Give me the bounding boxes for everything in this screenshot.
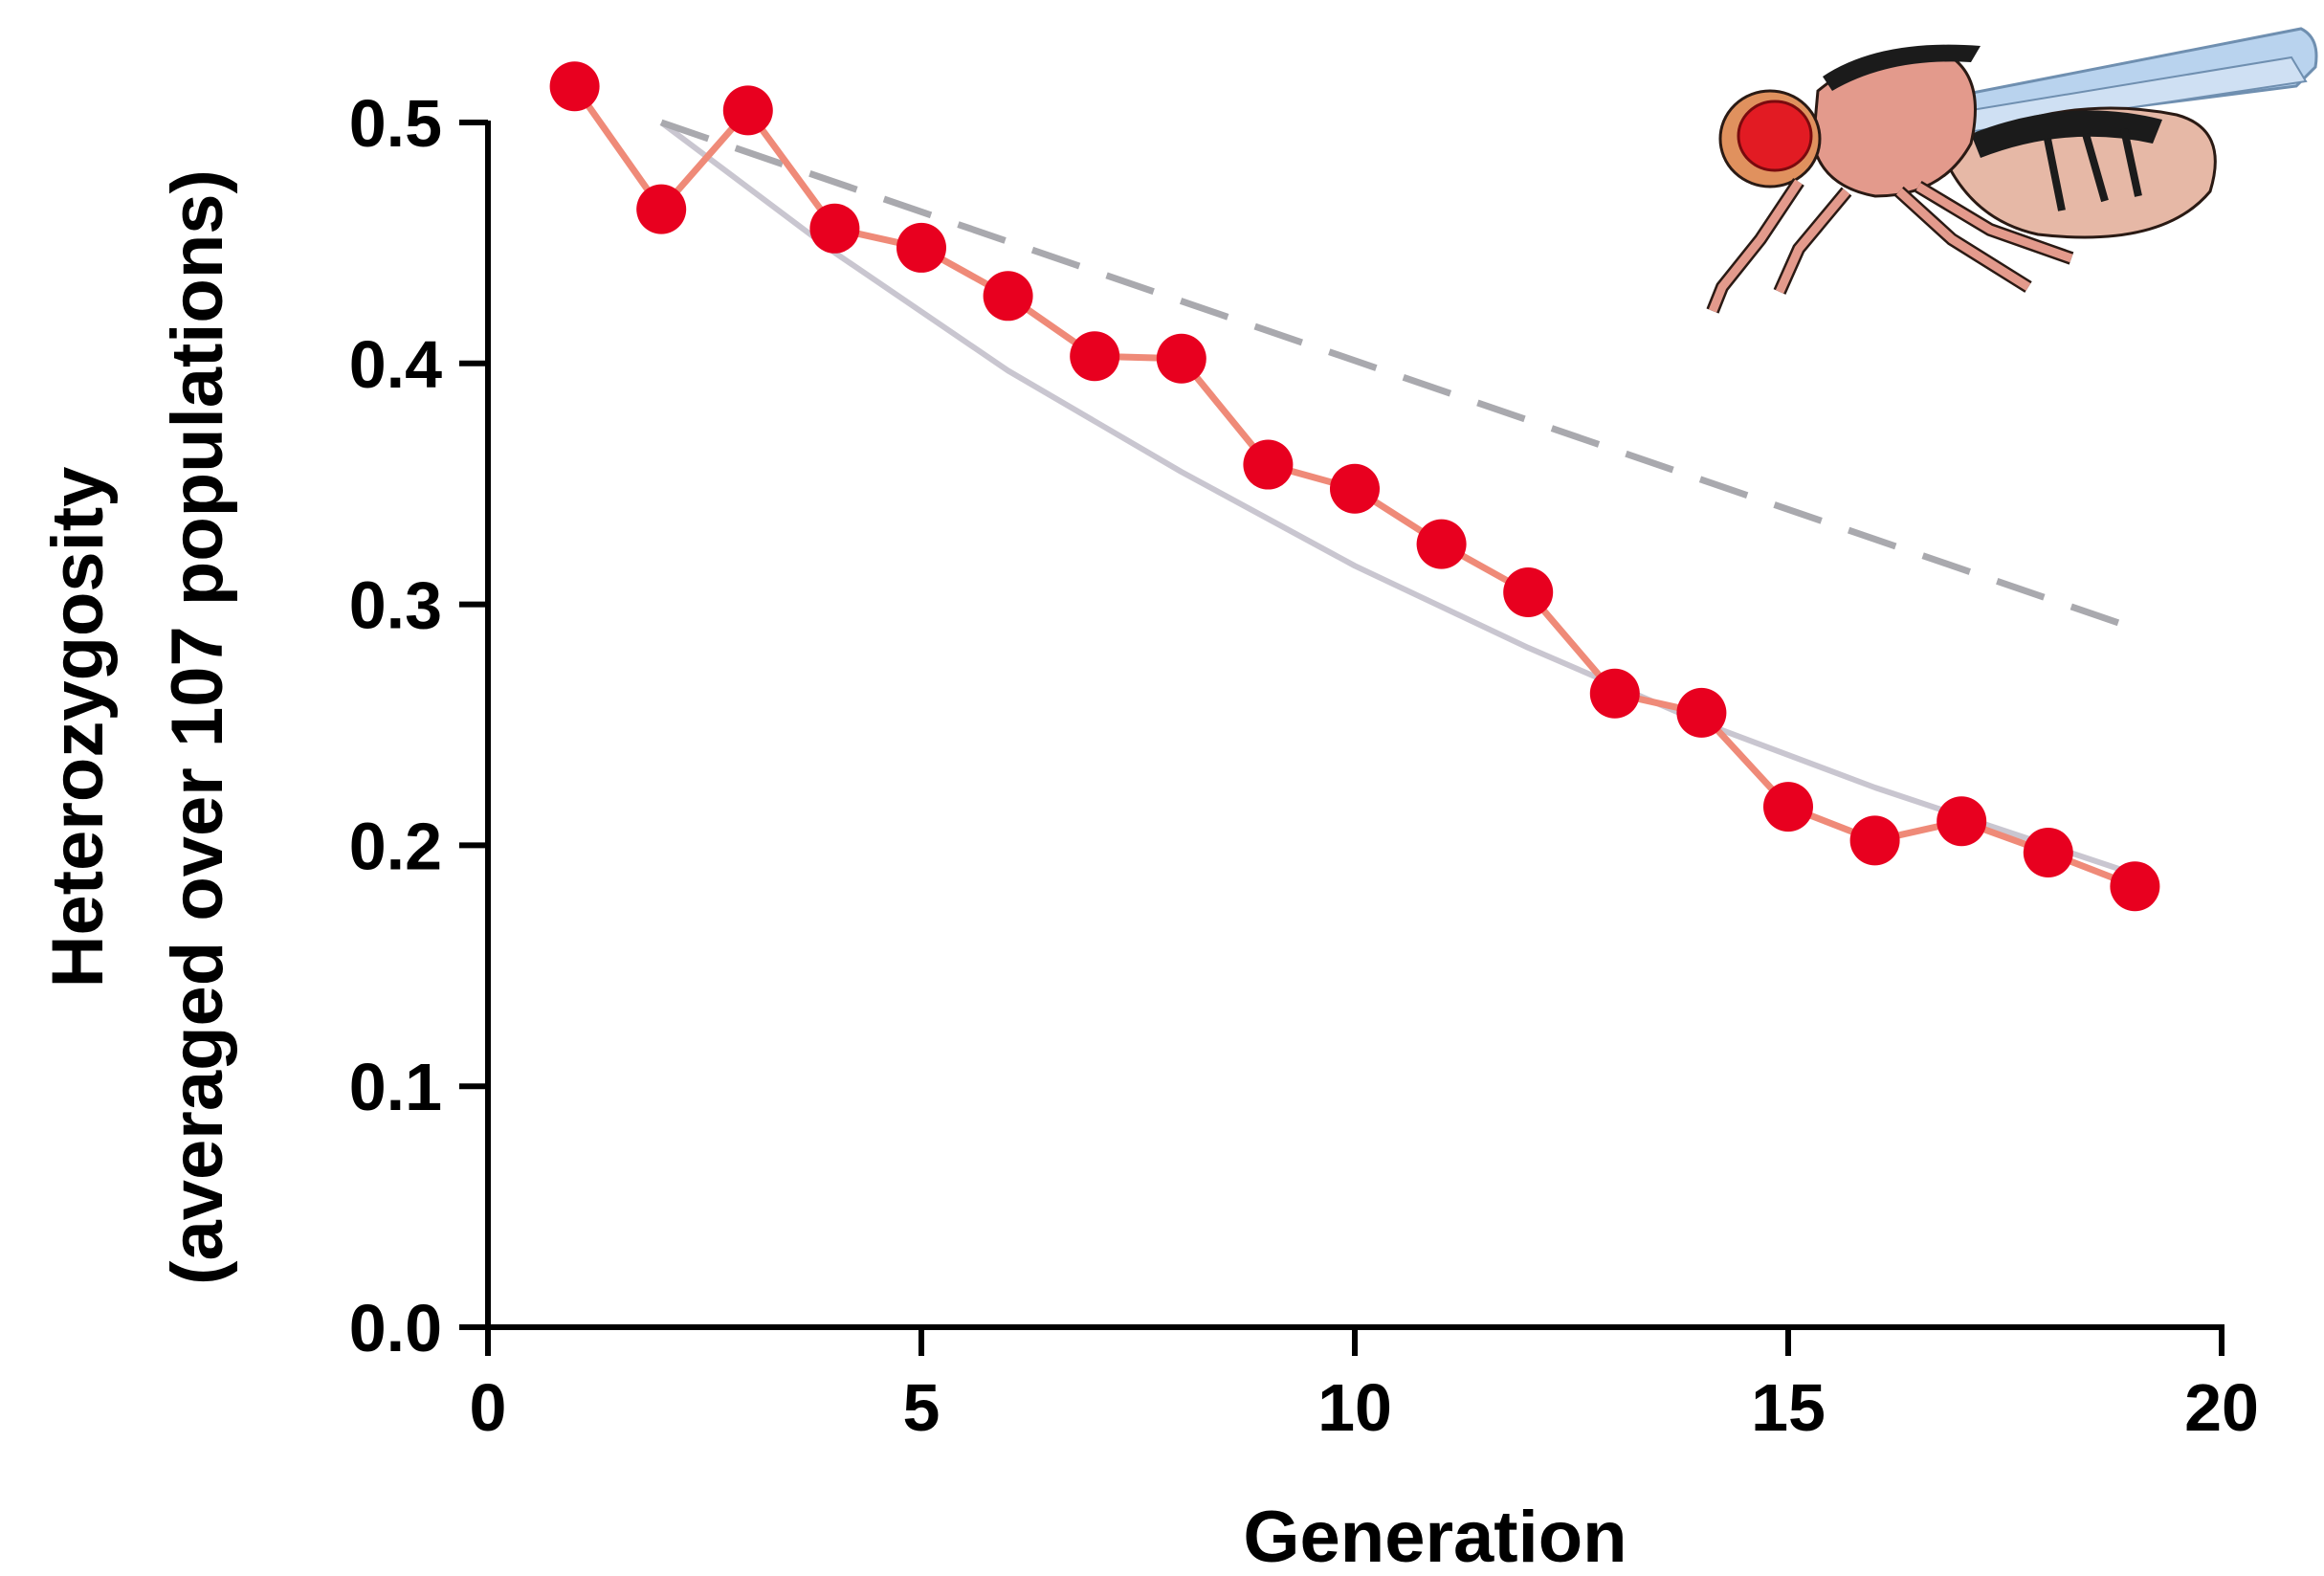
data-point [1330, 463, 1380, 514]
x-tick-label: 10 [1317, 1370, 1392, 1445]
data-series [549, 61, 2160, 912]
data-point [722, 85, 773, 136]
data-point [983, 271, 1033, 322]
x-axis-title: Generation [1243, 1497, 1627, 1576]
fruit-fly-illustration [1706, 27, 2318, 314]
data-point [1070, 331, 1120, 382]
axes: 0.0 0.1 0.2 0.3 0.4 0.5 0 5 10 15 20 [349, 86, 2259, 1445]
y-tick-label: 0.3 [349, 568, 442, 643]
y-tick-label: 0.0 [349, 1291, 442, 1365]
y-axis-title-line1: Heterozygosity [37, 467, 119, 988]
x-ticks: 0 5 10 15 20 [470, 1327, 2259, 1445]
data-point [1416, 519, 1467, 569]
y-ticks: 0.0 0.1 0.2 0.3 0.4 0.5 [349, 86, 488, 1365]
reference-lines [659, 119, 2136, 877]
x-tick-label: 5 [903, 1370, 941, 1445]
data-point [896, 222, 946, 273]
data-point [1156, 333, 1206, 384]
data-point [1849, 815, 1900, 866]
data-point [1503, 567, 1554, 618]
data-point [1676, 687, 1727, 738]
y-tick-label: 0.2 [349, 809, 442, 883]
y-tick-label: 0.4 [349, 327, 442, 402]
expected-curve-solid [659, 120, 2136, 877]
y-axis-title-2: (averaged over 107 populations) [157, 169, 238, 1285]
x-tick-label: 20 [2184, 1370, 2259, 1445]
y-tick-label: 0.5 [349, 86, 442, 161]
y-tick-label: 0.1 [349, 1050, 442, 1124]
data-point [1589, 668, 1640, 719]
data-point [2110, 861, 2160, 912]
data-point [1243, 439, 1294, 490]
expected-curve-dashed [660, 119, 2136, 633]
y-axis-title-line2: (averaged over 107 populations) [157, 169, 238, 1285]
y-axis-title: Heterozygosity [37, 467, 119, 988]
data-point [549, 61, 600, 112]
data-point [1937, 796, 1987, 847]
data-point [1763, 782, 1813, 832]
x-tick-label: 15 [1751, 1370, 1826, 1445]
data-point [2023, 827, 2073, 877]
x-tick-label: 0 [470, 1370, 507, 1445]
data-point [636, 184, 687, 234]
data-point [809, 203, 860, 254]
